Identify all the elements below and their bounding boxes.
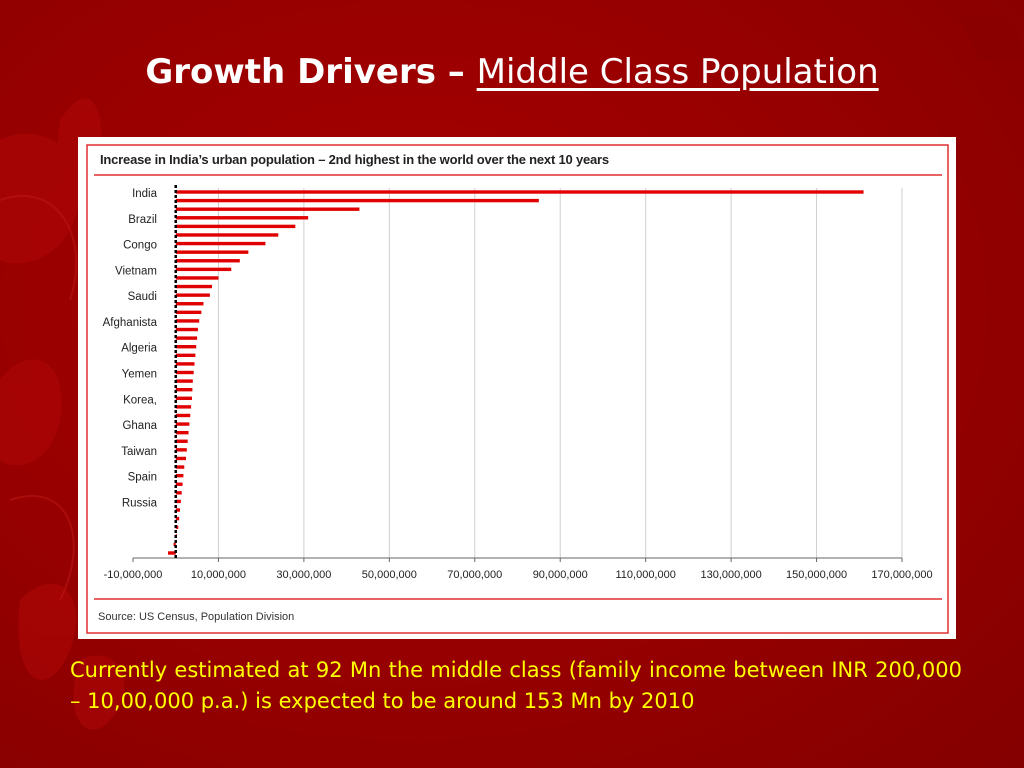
chart-source: Source: US Census, Population Division [98,611,295,623]
bar [175,499,181,504]
bar [175,525,179,529]
chart-title: Increase in India’s urban population – 2… [100,152,609,167]
bar [175,353,196,358]
bar [175,456,186,461]
bar [175,198,539,203]
bar [175,508,180,512]
bar [175,327,198,332]
bar [175,250,249,254]
bar [168,551,176,555]
bar [175,379,193,383]
category-label: Ghana [122,420,157,432]
category-label: Algeria [121,343,157,355]
slide-title-bold: Growth Drivers – [145,52,477,92]
slide-title: Growth Drivers – Middle Class Population [0,52,1024,92]
category-label: Saudi [128,291,157,303]
bar [175,422,190,426]
x-tick-label: 70,000,000 [447,569,502,581]
category-label: Yemen [122,369,157,381]
slide-title-underlined: Middle Class Population [476,52,879,92]
bar [175,516,180,521]
x-tick-label: 90,000,000 [533,569,588,581]
slide-caption: Currently estimated at 92 Mn the middle … [70,658,962,713]
bar [175,482,183,486]
bar [175,370,194,375]
x-tick-label: 50,000,000 [362,569,417,581]
x-tick-label: 150,000,000 [786,569,847,581]
bar [175,473,184,478]
bar [175,430,189,435]
x-tick-label: 10,000,000 [191,569,246,581]
bar [175,233,279,237]
category-label: Vietnam [115,265,157,277]
x-tick-label: 30,000,000 [276,569,331,581]
bar [175,267,232,272]
bar [175,336,198,340]
chart-figure: -10,000,000 10,000,000 30,000,000 50,000,00… [78,137,956,639]
x-tick-label: 170,000,000 [871,569,932,581]
bar [175,491,182,495]
bar [175,362,195,366]
category-label: Afghanista [103,317,158,329]
bar [173,542,176,547]
x-tick-label: 110,000,000 [615,569,675,581]
bar [175,284,213,289]
bar [175,302,204,306]
bar-chart: -10,000,000 10,000,000 30,000,000 50,000,00… [86,144,949,634]
bar [175,259,240,263]
category-label: Congo [123,240,157,252]
bar [175,190,864,194]
category-label: Brazil [128,214,157,226]
category-label: Taiwan [121,446,157,458]
bar [175,413,191,418]
x-tick-label: 130,000,000 [701,569,762,581]
category-label: India [132,188,158,200]
bar [175,396,192,400]
bar [175,345,197,349]
bar [175,439,188,443]
x-tick-label: -10,000,000 [104,569,163,581]
category-label: Spain [128,472,157,484]
bar [175,465,185,469]
bar [175,310,202,315]
bar [175,293,210,297]
chart-outer-frame [86,144,949,634]
bar [175,405,192,409]
bar [175,448,187,452]
bar [175,319,200,323]
category-label: Russia [122,497,158,509]
bar [175,207,360,211]
category-label: Korea, [123,394,157,406]
bar [175,216,309,220]
bar [175,241,266,246]
bar [175,387,193,392]
bar [175,224,296,229]
bar [175,276,219,280]
